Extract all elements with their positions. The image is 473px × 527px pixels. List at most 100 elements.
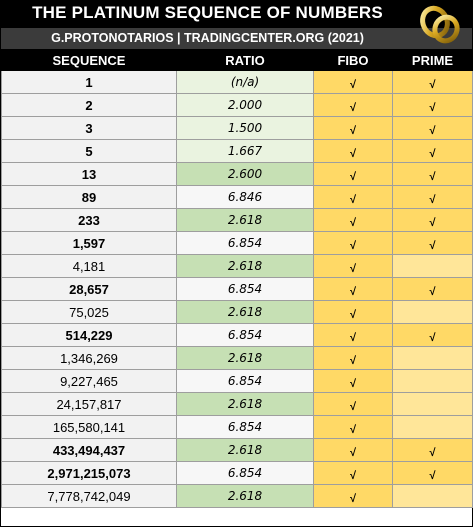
sequence-cell: 75,025: [1, 300, 177, 324]
prime-cell: √: [392, 185, 473, 209]
sequence-cell: 1,346,269: [1, 346, 177, 370]
sequence-cell: 514,229: [1, 323, 177, 347]
check-mark: √: [429, 332, 436, 344]
prime-cell: [392, 346, 473, 370]
check-mark: √: [349, 125, 357, 137]
fibo-cell: √: [313, 208, 393, 232]
fibo-cell: √: [313, 300, 393, 324]
ratio-cell: 2.618: [176, 254, 314, 278]
sequence-cell: 433,494,437: [1, 438, 177, 462]
ratio-cell: 6.846: [176, 185, 314, 209]
table-row: 433,494,437 2.618 √ √: [1, 438, 473, 462]
table-row: 4,181 2.618 √: [1, 254, 473, 278]
column-header-ratio: RATIO: [176, 49, 314, 71]
check-mark: √: [429, 194, 436, 206]
fibo-cell: √: [313, 461, 393, 485]
check-mark: √: [429, 102, 436, 114]
prime-cell: √: [392, 231, 473, 255]
check-mark: √: [349, 194, 357, 206]
table-row: 28,657 6.854 √ √: [1, 277, 473, 301]
table-row: 233 2.618 √ √: [1, 208, 473, 232]
table-row: 2 2.000 √ √: [1, 93, 473, 117]
ratio-cell: 2.618: [176, 300, 314, 324]
title-bar: THE PLATINUM SEQUENCE OF NUMBERS: [1, 1, 472, 28]
check-mark: √: [429, 240, 436, 252]
check-mark: √: [349, 470, 357, 482]
check-mark: √: [349, 309, 357, 321]
page-title: THE PLATINUM SEQUENCE OF NUMBERS: [32, 3, 383, 22]
prime-cell: √: [392, 323, 473, 347]
ratio-cell: 2.000: [176, 93, 314, 117]
check-mark: √: [349, 171, 357, 183]
check-mark: √: [429, 286, 436, 298]
prime-cell: √: [392, 70, 473, 94]
table-header-row: SEQUENCE RATIO FIBO PRIME: [1, 49, 473, 71]
prime-cell: √: [392, 438, 473, 462]
fibo-cell: √: [313, 369, 393, 393]
sequence-cell: 1: [1, 70, 177, 94]
sequence-cell: 1,597: [1, 231, 177, 255]
fibo-cell: √: [313, 438, 393, 462]
check-mark: √: [349, 378, 357, 390]
sequence-cell: 5: [1, 139, 177, 163]
ratio-cell: 6.854: [176, 277, 314, 301]
prime-cell: [392, 254, 473, 278]
ratio-cell: (n/a): [176, 70, 314, 94]
table-row: 9,227,465 6.854 √: [1, 369, 473, 393]
check-mark: √: [429, 470, 436, 482]
ratio-cell: 2.618: [176, 438, 314, 462]
sequence-table: SEQUENCE RATIO FIBO PRIME 1 (n/a) √ √ 2 2.000…: [1, 49, 473, 508]
check-mark: √: [349, 102, 357, 114]
table-row: 514,229 6.854 √ √: [1, 323, 473, 347]
table-row: 1 (n/a) √ √: [1, 70, 473, 94]
ratio-cell: 6.854: [176, 323, 314, 347]
prime-cell: √: [392, 277, 473, 301]
table-row: 5 1.667 √ √: [1, 139, 473, 163]
sequence-cell: 24,157,817: [1, 392, 177, 416]
prime-cell: √: [392, 162, 473, 186]
check-mark: √: [429, 79, 436, 91]
prime-cell: [392, 484, 473, 508]
prime-cell: [392, 392, 473, 416]
check-mark: √: [349, 447, 357, 459]
fibo-cell: √: [313, 162, 393, 186]
sequence-cell: 3: [1, 116, 177, 140]
prime-cell: √: [392, 461, 473, 485]
check-mark: √: [349, 217, 357, 229]
prime-cell: [392, 369, 473, 393]
fibo-cell: √: [313, 139, 393, 163]
fibo-cell: √: [313, 484, 393, 508]
fibo-cell: √: [313, 231, 393, 255]
sequence-cell: 4,181: [1, 254, 177, 278]
sequence-cell: 2: [1, 93, 177, 117]
sequence-cell: 89: [1, 185, 177, 209]
table-row: 1,346,269 2.618 √: [1, 346, 473, 370]
sequence-cell: 165,580,141: [1, 415, 177, 439]
prime-cell: [392, 415, 473, 439]
check-mark: √: [349, 401, 357, 413]
sequence-cell: 7,778,742,049: [1, 484, 177, 508]
table-row: 89 6.846 √ √: [1, 185, 473, 209]
sequence-cell: 28,657: [1, 277, 177, 301]
check-mark: √: [349, 148, 357, 160]
check-mark: √: [349, 493, 357, 505]
fibo-cell: √: [313, 254, 393, 278]
ratio-cell: 1.667: [176, 139, 314, 163]
ratio-cell: 6.854: [176, 369, 314, 393]
prime-cell: [392, 300, 473, 324]
table-row: 3 1.500 √ √: [1, 116, 473, 140]
ratio-cell: 2.618: [176, 346, 314, 370]
check-mark: √: [429, 217, 436, 229]
table-row: 13 2.600 √ √: [1, 162, 473, 186]
ratio-cell: 6.854: [176, 461, 314, 485]
check-mark: √: [349, 79, 357, 91]
ratio-cell: 2.618: [176, 208, 314, 232]
fibo-cell: √: [313, 415, 393, 439]
table-row: 1,597 6.854 √ √: [1, 231, 473, 255]
sequence-cell: 13: [1, 162, 177, 186]
table-row: 2,971,215,073 6.854 √ √: [1, 461, 473, 485]
check-mark: √: [349, 240, 357, 252]
table-row: 24,157,817 2.618 √: [1, 392, 473, 416]
ratio-cell: 6.854: [176, 415, 314, 439]
check-mark: √: [429, 148, 436, 160]
